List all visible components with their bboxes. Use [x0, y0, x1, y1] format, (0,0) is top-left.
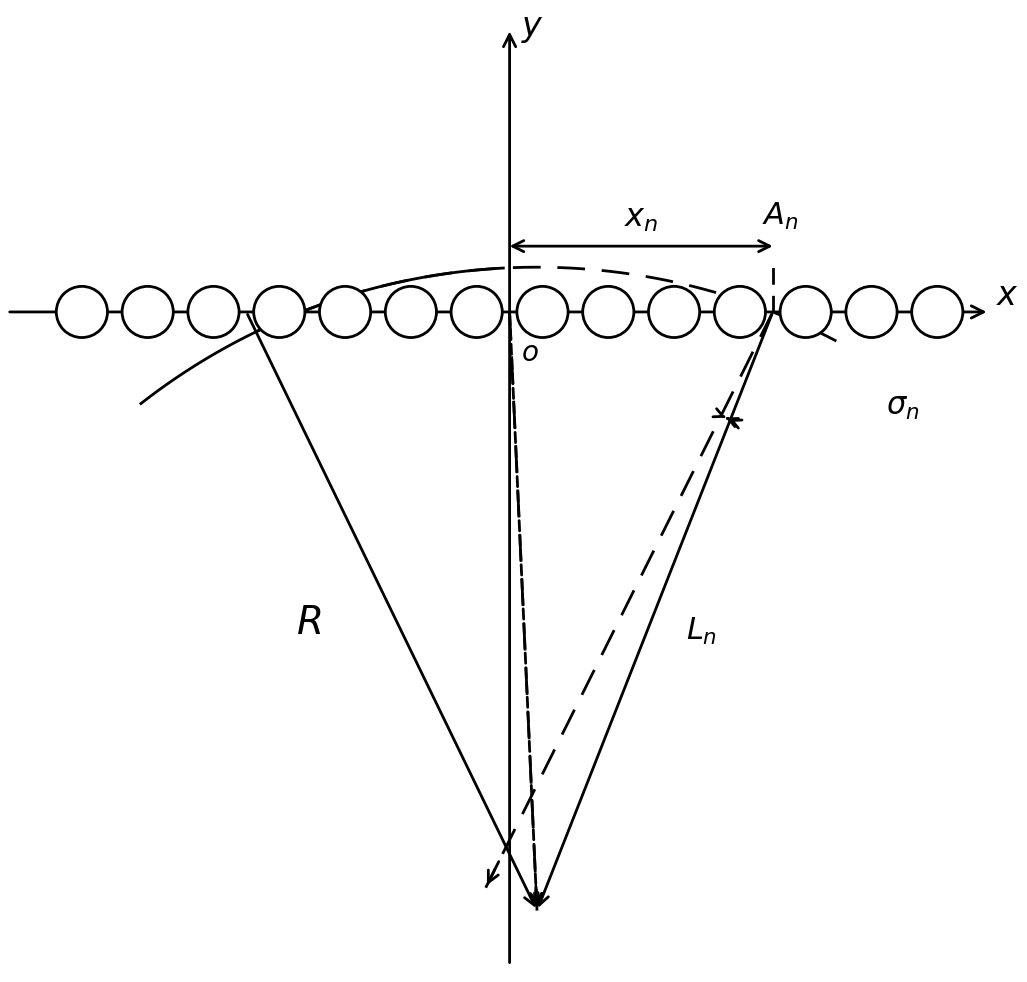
- Circle shape: [385, 287, 436, 338]
- Circle shape: [254, 287, 305, 338]
- Circle shape: [648, 287, 699, 338]
- Circle shape: [122, 287, 174, 338]
- Text: $A_n$: $A_n$: [762, 200, 798, 232]
- Text: $y$: $y$: [521, 12, 544, 45]
- Text: $R$: $R$: [296, 604, 321, 641]
- Text: $x$: $x$: [996, 279, 1019, 312]
- Circle shape: [451, 287, 502, 338]
- Circle shape: [582, 287, 634, 338]
- Circle shape: [517, 287, 568, 338]
- Circle shape: [912, 287, 963, 338]
- Circle shape: [56, 287, 108, 338]
- Circle shape: [715, 287, 765, 338]
- Text: $L_n$: $L_n$: [686, 617, 717, 647]
- Circle shape: [781, 287, 831, 338]
- Text: $x_n$: $x_n$: [624, 203, 658, 235]
- Circle shape: [188, 287, 239, 338]
- Circle shape: [319, 287, 371, 338]
- Text: $o$: $o$: [521, 339, 538, 367]
- Circle shape: [846, 287, 897, 338]
- Text: $\sigma_n$: $\sigma_n$: [886, 394, 919, 422]
